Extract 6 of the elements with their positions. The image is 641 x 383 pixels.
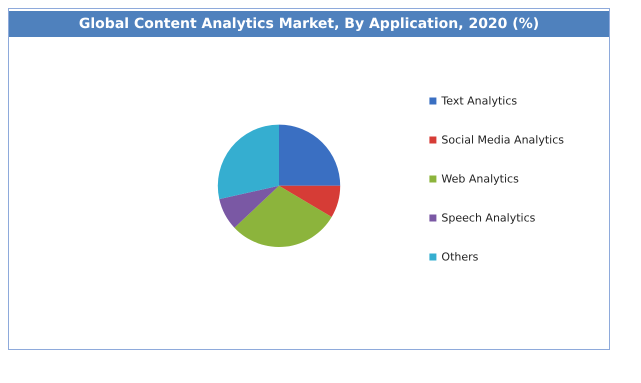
- chart-title: Global Content Analytics Market, By Application, 2020 (%): [78, 16, 540, 32]
- legend-label: Web Analytics: [441, 172, 520, 186]
- legend-label: Others: [441, 250, 479, 264]
- legend-label: Text Analytics: [440, 94, 518, 108]
- legend-label: Social Media Analytics: [441, 134, 564, 146]
- legend-label: Speech Analytics: [441, 212, 536, 224]
